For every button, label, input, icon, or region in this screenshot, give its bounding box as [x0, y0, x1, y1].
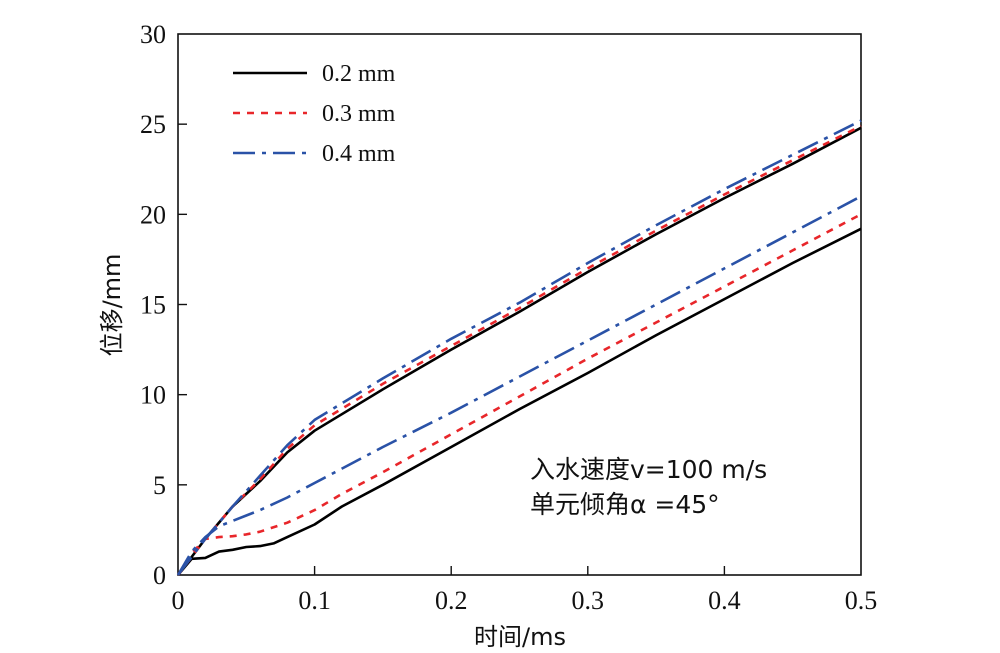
x-tick-label: 0.2	[435, 586, 468, 615]
x-axis-label: 时间/ms	[474, 623, 566, 651]
series-line-0-3-mm-upper	[176, 124, 862, 576]
legend-label: 0.2 mm	[322, 61, 396, 87]
x-tick-label: 0.4	[708, 586, 741, 615]
y-tick-label: 25	[140, 110, 166, 139]
series-line-0-2-mm-lower	[177, 227, 862, 576]
annotation-entry-speed: 入水速度v=100 m/s	[530, 455, 767, 484]
x-tick-label: 0.1	[298, 586, 331, 615]
y-ticks: 0 5 10 15 20 25 30	[140, 20, 187, 590]
x-tick-label: 0	[172, 586, 185, 615]
y-tick-label: 20	[140, 200, 166, 229]
x-tick-label: 0.5	[845, 586, 878, 615]
x-tick-label: 0.3	[572, 586, 605, 615]
y-tick-label: 10	[140, 381, 166, 410]
legend: 0.2 mm 0.3 mm 0.4 mm	[233, 61, 396, 167]
series-line-0-3-mm-lower	[176, 213, 862, 576]
plot-frame	[177, 33, 862, 576]
legend-label: 0.3 mm	[322, 101, 396, 127]
y-tick-label: 0	[153, 561, 166, 590]
y-tick-label: 30	[140, 20, 166, 49]
series-line-0-2-mm-upper	[176, 126, 862, 576]
y-axis-label: 位移/mm	[98, 254, 126, 357]
series-layer	[176, 119, 862, 576]
legend-label: 0.4 mm	[322, 141, 396, 167]
y-tick-label: 15	[140, 291, 166, 320]
series-line-0-4-mm-upper	[176, 119, 862, 576]
annotation-element-angle: 单元倾角α =45°	[530, 490, 720, 519]
y-tick-label: 5	[153, 471, 166, 500]
series-line-0-4-mm-lower	[176, 195, 862, 576]
x-ticks: 0 0.1 0.2 0.3 0.4 0.5	[172, 566, 878, 615]
